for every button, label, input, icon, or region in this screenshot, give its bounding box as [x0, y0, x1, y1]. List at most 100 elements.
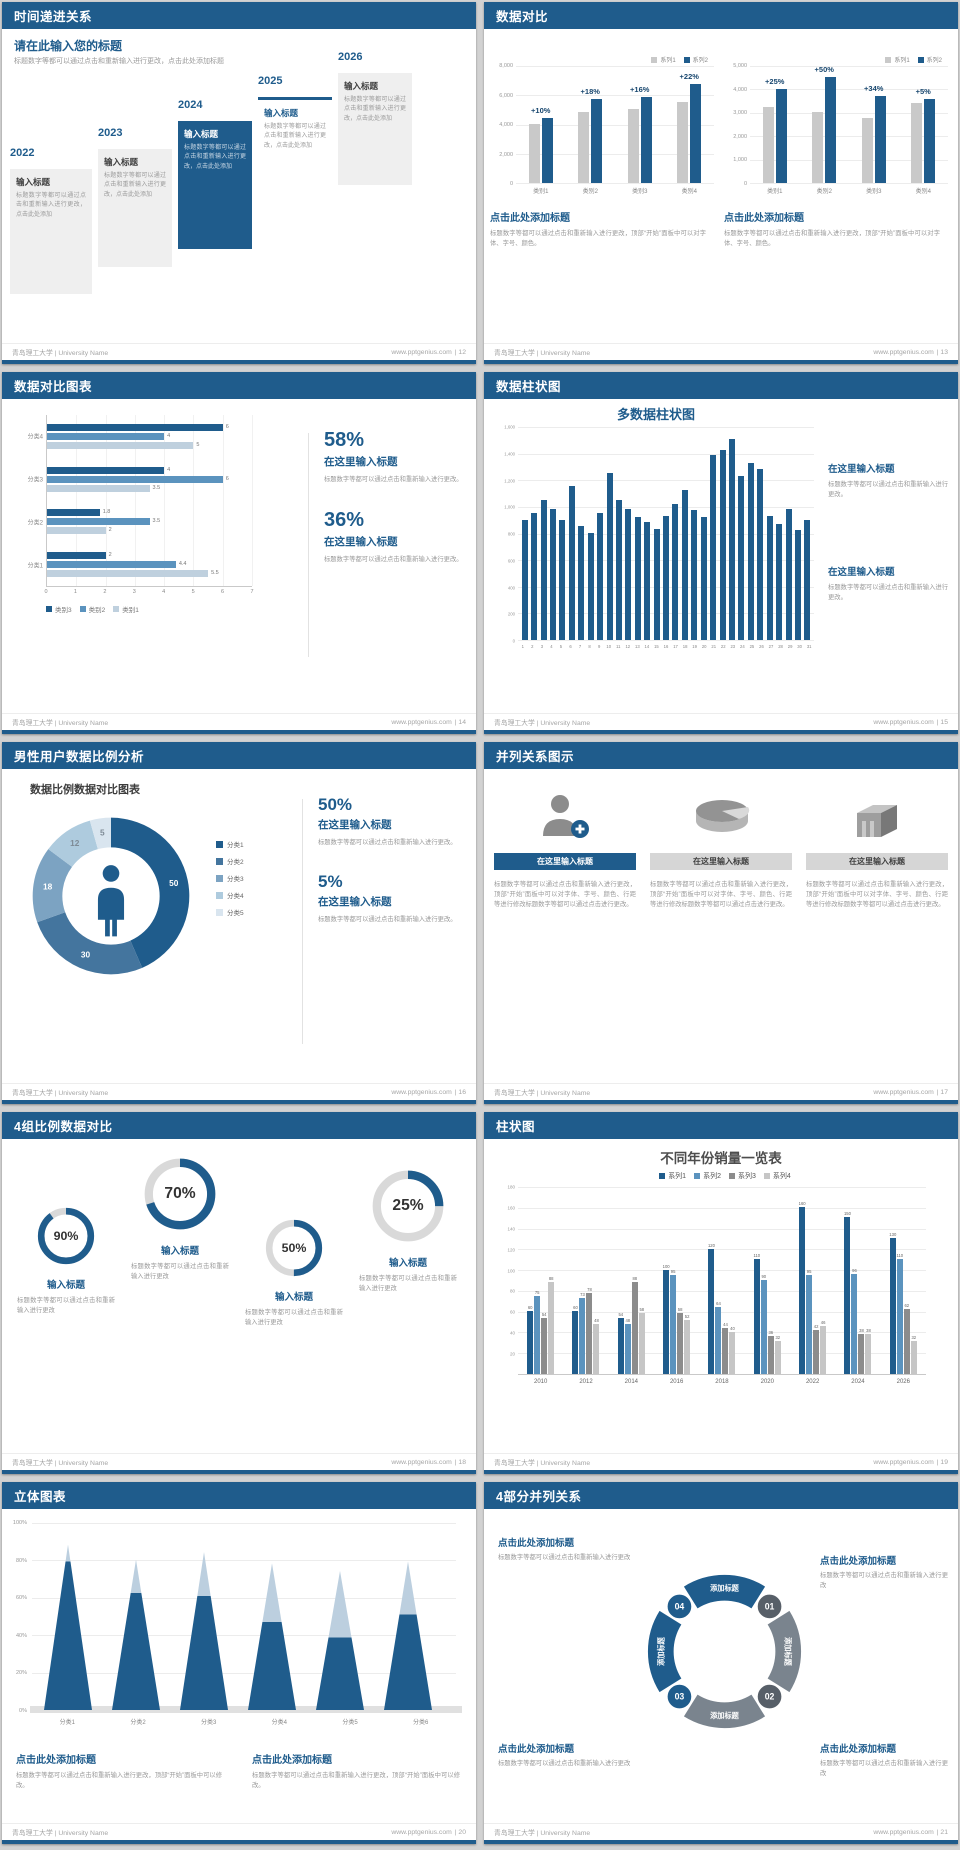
chart-title: 多数据柱状图	[616, 407, 695, 422]
legend-label: 系列1	[668, 1173, 687, 1180]
y-tick: 80%	[15, 1557, 27, 1564]
item-title: 输入标题	[274, 1292, 313, 1303]
timeline-box-title: 输入标题	[16, 177, 51, 187]
y-tick: 40	[509, 1330, 515, 1336]
gridline-vertical	[105, 415, 107, 586]
slide-cycle-diagram[interactable]: 4部分并列关系 添加标题 添加标题 添加标题 添加标题 01 02 03 04 点击此处添加标…	[484, 1482, 958, 1844]
block-text: 标题数字等都可以通过点击和重新输入进行更改，顶部“开始”面板中可以对字体、字号、…	[724, 230, 940, 248]
male-icon-head	[102, 865, 120, 882]
footer-site: www.pptgenius.com	[391, 1828, 452, 1836]
legend-label: 分类3	[227, 876, 244, 883]
grouped-column-chart: 180 160 140 120 100 80 60 40 20 60 75 54 88 60 73 78 48…	[498, 1185, 926, 1375]
hbar-line: 4	[47, 466, 252, 474]
gridline	[518, 453, 814, 455]
bar-wrap: 54	[617, 1312, 624, 1374]
bar	[738, 475, 745, 640]
bar-wrap: 110	[753, 1253, 760, 1374]
hbar-value: 5.5	[211, 570, 219, 577]
bar	[708, 1248, 715, 1374]
slide-hbar-chart[interactable]: 数据对比图表 分类4 6 4 5 分类3 4 6 3.5 分类2 1.8 3.5 2 分类1 2 4.4 5.…	[2, 372, 476, 734]
arc-top	[683, 1575, 766, 1609]
x-labels: 分类1 分类2 分类3 分类4 分类5 分类6	[32, 1717, 456, 1726]
x-label: 类别2	[816, 189, 832, 195]
legend-item: 系列2	[683, 55, 708, 64]
bar	[559, 519, 566, 640]
gridline	[518, 1270, 926, 1272]
bar-wrap: 38	[865, 1328, 872, 1374]
number-circle-04	[665, 1592, 694, 1621]
slide-title-bar: 男性用户数据比例分析	[2, 742, 476, 769]
slide-title: 数据对比	[496, 10, 549, 24]
hbar-line: 1.8	[47, 509, 252, 517]
footer-page: | 20	[454, 1828, 466, 1836]
slide-column-chart-years[interactable]: 柱状图 不同年份销量一览表 系列1 系列2 系列3 系列4 180 160 140 120 1…	[484, 1112, 958, 1474]
x-label: 30	[797, 644, 802, 649]
bar-value-label: 78	[587, 1286, 592, 1292]
bar-slot	[642, 427, 651, 640]
bar	[597, 512, 604, 640]
progress-ring: 70%	[141, 1149, 219, 1233]
bar	[820, 1325, 827, 1374]
slide-body: 数据比例数据对比图表 50 30 18 12 5 分类1 分类2 分类3 分类4 分类5 50%…	[2, 769, 476, 1083]
footer-site: www.pptgenius.com	[391, 348, 452, 356]
bar-wrap: 60	[572, 1305, 579, 1374]
hbar	[47, 423, 223, 431]
y-tick: 20%	[15, 1670, 27, 1677]
bar	[767, 1336, 774, 1374]
bar	[858, 1334, 865, 1374]
footer-university: 青岛理工大学 | University Name	[494, 350, 591, 357]
bar-value-label: 110	[896, 1253, 904, 1259]
bar-wrap: 32	[910, 1335, 917, 1374]
y-tick: 120	[507, 1247, 515, 1253]
ring-progress	[37, 1207, 95, 1265]
bar-value-label: 44	[723, 1322, 728, 1328]
block-text: 标题数字等都可以通过点击和重新输入进行更改，顶部“开始”面板中可以对字体、字号、…	[490, 230, 706, 248]
x-tick: 4	[162, 589, 166, 595]
x-label: 5	[559, 644, 563, 649]
bar-slot	[577, 427, 586, 640]
y-tick: 4,000	[499, 122, 513, 128]
slide-title: 柱状图	[496, 1120, 536, 1134]
bar	[747, 463, 754, 640]
x-label: 类别4	[915, 189, 931, 195]
slide-cone-chart[interactable]: 立体图表 100% 80% 60% 40% 20% 0% 分类1 分类2 分类3 分类4 分类5 分…	[2, 1482, 476, 1844]
plot-area	[518, 427, 814, 641]
hbar	[47, 441, 194, 449]
legend-label: 系列3	[738, 1173, 756, 1180]
bar	[638, 1313, 645, 1374]
footer-university: 青岛理工大学 | University Name	[12, 1460, 109, 1467]
timeline-box: 输入标题 标题数字等都可以通过点击和重新输入进行更改，点击此处添加	[10, 169, 92, 294]
cone-bar	[316, 1570, 364, 1710]
bar-series-1	[861, 118, 873, 183]
slide-male-ratio[interactable]: 男性用户数据比例分析 数据比例数据对比图表 50 30 18 12 5 分类1 分类2 分类…	[2, 742, 476, 1104]
slide-data-compare[interactable]: 数据对比 系列1 系列2 8,000 6,000 4,000 2,000 0 +10% +1…	[484, 2, 958, 364]
bar-wrap: 42	[813, 1324, 820, 1374]
item-text: 标题数字等都可以通过点击和重新输入进行更改	[17, 1297, 115, 1315]
slide-four-ratio[interactable]: 4组比例数据对比 90% 输入标题 标题数字等都可以通过点击和重新输入进行更改 70%…	[2, 1112, 476, 1474]
gridline-vertical	[76, 415, 78, 586]
hbar	[47, 484, 150, 492]
grouped-bar-chart: 8,000 6,000 4,000 2,000 0 +10% +18% +16% +22%	[490, 63, 714, 187]
stats-column: 58% 在这里输入标题 标题数字等都可以通过点击和重新输入进行更改。 36% 在…	[324, 429, 466, 565]
slide-timeline[interactable]: 时间递进关系 请在此输入您的标题 标题数字等都可以通过点击和重新输入进行更改，点…	[2, 2, 476, 364]
bar-wrap: 95	[806, 1269, 813, 1374]
slide-column-chart-many[interactable]: 数据柱状图 多数据柱状图 1,600 1,400 1,200 1,000 800 600 4…	[484, 372, 958, 734]
x-label: 分类2	[130, 1720, 146, 1726]
hbar-line: 5	[47, 441, 252, 449]
x-label: 类别2	[582, 189, 598, 195]
legend-item: 系列2	[917, 55, 942, 64]
bar	[578, 526, 585, 640]
bar	[677, 1313, 684, 1374]
bottom-accent-bar	[484, 730, 958, 734]
bar	[728, 439, 735, 640]
bar	[681, 490, 688, 640]
legend-label: 分类1	[227, 842, 244, 849]
number-circle-03	[665, 1682, 694, 1711]
slide-parallel-items[interactable]: 并列关系图示 在这里输入标题 标题数字等都可以通过点击和重新输入进行更改，顶部“…	[484, 742, 958, 1104]
legend-swatch	[216, 891, 223, 899]
bar	[851, 1273, 858, 1374]
gridline	[518, 1332, 926, 1334]
gridline	[518, 427, 814, 428]
bar-slot	[661, 427, 670, 640]
